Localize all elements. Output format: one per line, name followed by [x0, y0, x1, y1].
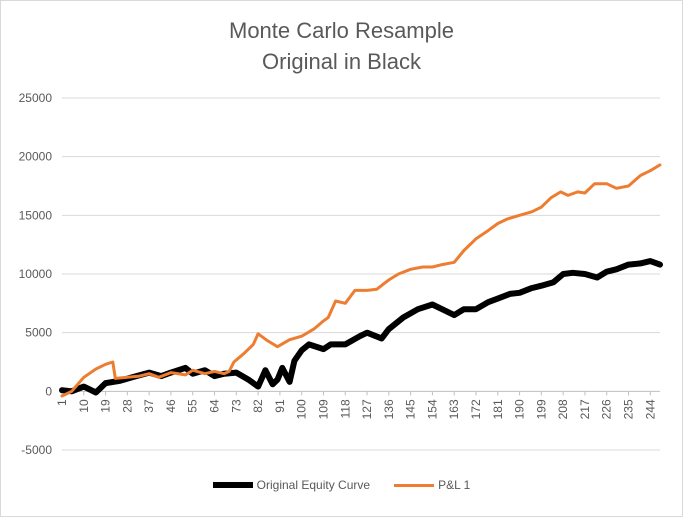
legend-item-pl1: P&L 1: [394, 478, 470, 492]
series-line-1: [60, 163, 662, 398]
y-tick-label: 15000: [19, 208, 53, 222]
x-tick-label: 244: [643, 399, 657, 419]
x-tick-label: 64: [208, 399, 222, 413]
legend-swatch-pl1: [394, 483, 435, 487]
x-tick-label: 10: [77, 399, 91, 413]
x-tick-label: 118: [338, 399, 352, 418]
legend-item-original: Original Equity Curve: [212, 478, 371, 492]
x-tick-label: 154: [425, 399, 439, 419]
x-tick-label: 1: [55, 399, 69, 406]
x-tick-label: 163: [447, 399, 461, 419]
x-tick-label: 190: [513, 399, 527, 419]
y-tick-label: 25000: [19, 91, 53, 105]
chart-title: Monte Carlo Resample: [229, 18, 454, 43]
x-tick-label: 73: [229, 399, 243, 413]
y-tick-label: 0: [45, 384, 52, 398]
x-tick-label: 172: [469, 399, 483, 419]
y-tick-label: 10000: [19, 267, 53, 281]
x-tick-label: 55: [186, 399, 200, 413]
legend-swatch-original: [212, 482, 253, 488]
x-axis-ticks: 1 10 19 28 37 46 55 64 73 82 91 100 109 118 127 136 145 1…: [55, 391, 657, 419]
x-tick-label: 181: [491, 399, 505, 419]
y-tick-label: -5000: [21, 443, 52, 457]
x-tick-label: 46: [164, 399, 178, 413]
legend-label-pl1: P&L 1: [438, 478, 471, 492]
series-line-0: [59, 258, 663, 396]
y-axis-ticks: -5000 0 5000 10000 15000 20000 25000: [19, 91, 53, 457]
x-tick-label: 199: [534, 399, 548, 419]
legend-label-original: Original Equity Curve: [256, 478, 371, 492]
x-tick-label: 226: [600, 399, 614, 419]
x-tick-label: 136: [382, 399, 396, 419]
x-tick-label: 19: [99, 399, 113, 413]
x-tick-label: 217: [578, 399, 592, 419]
x-tick-label: 82: [251, 399, 265, 413]
chart-subtitle: Original in Black: [262, 49, 421, 74]
x-tick-label: 37: [142, 399, 156, 413]
series-lines: [59, 163, 663, 398]
x-tick-label: 145: [404, 399, 418, 419]
x-tick-label: 208: [556, 399, 570, 419]
x-tick-label: 91: [273, 399, 287, 413]
x-tick-label: 100: [295, 399, 309, 419]
x-tick-label: 28: [120, 399, 134, 413]
x-tick-label: 109: [316, 399, 330, 419]
y-tick-label: 5000: [25, 326, 52, 340]
x-tick-label: 127: [360, 399, 374, 419]
y-tick-label: 20000: [19, 150, 53, 164]
x-tick-label: 235: [622, 399, 636, 419]
legend: Original Equity Curve P&L 1: [0, 478, 683, 492]
